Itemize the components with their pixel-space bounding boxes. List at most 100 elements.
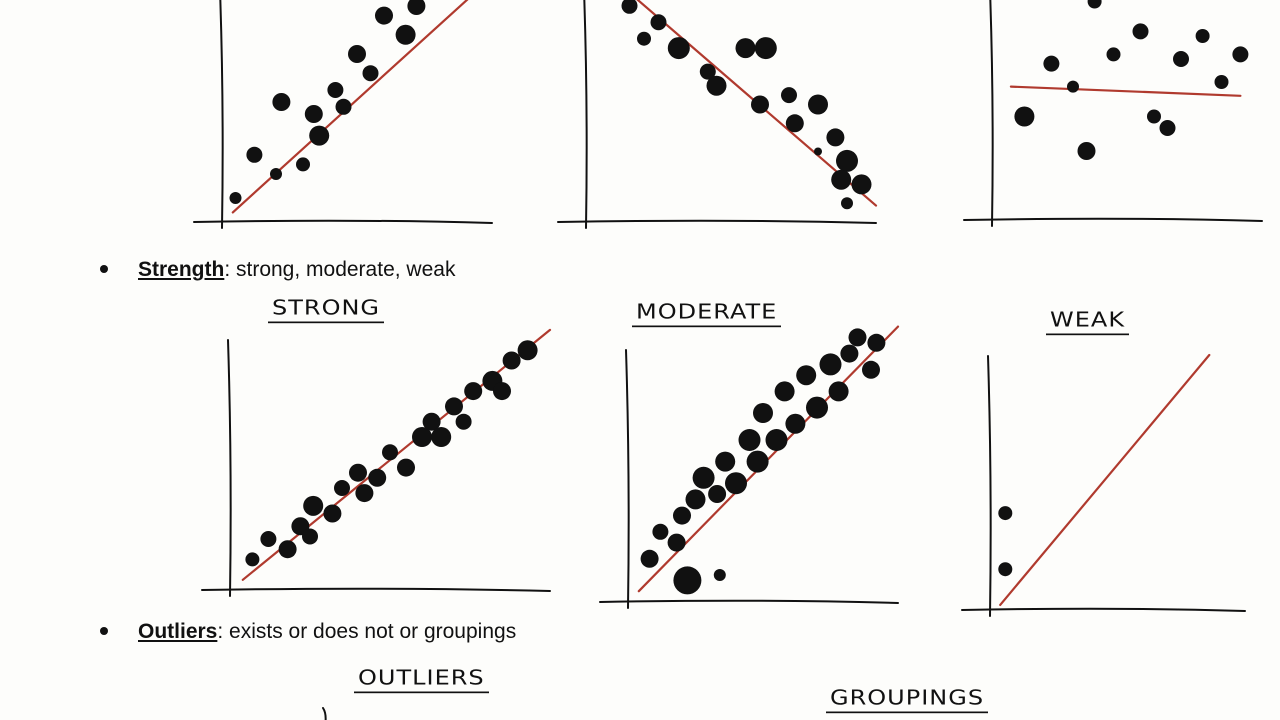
data-point [229, 192, 242, 204]
title-moderate: MODERATE [632, 300, 782, 328]
data-point [765, 429, 788, 451]
trend-line [1009, 85, 1242, 97]
title-groupings: GROUPINGS [826, 686, 989, 714]
data-point [774, 381, 795, 402]
data-point [327, 82, 344, 98]
data-point [840, 344, 859, 363]
data-point [455, 413, 472, 430]
data-point [808, 94, 828, 115]
data-point [355, 484, 374, 503]
data-point [735, 38, 756, 59]
data-point [831, 169, 852, 190]
y-axis-line [987, 355, 992, 617]
bullet-strength: Strength : strong, moderate, weak [100, 258, 455, 282]
data-point [412, 427, 432, 447]
data-point [785, 114, 804, 133]
data-point [1159, 120, 1176, 136]
data-point [1067, 80, 1079, 93]
data-point [422, 412, 441, 431]
data-point [637, 31, 651, 46]
data-point [781, 87, 797, 104]
data-point [1087, 0, 1102, 9]
data-point [246, 146, 263, 163]
data-point [445, 397, 463, 416]
x-axis-line [961, 607, 1246, 612]
title-strong: STRONG [268, 296, 385, 324]
x-axis-line [599, 599, 899, 604]
data-point [375, 6, 393, 25]
data-point [1195, 29, 1210, 43]
data-point [397, 458, 415, 477]
data-point [368, 468, 387, 487]
data-point [382, 444, 398, 461]
data-point [725, 472, 747, 495]
data-point [1132, 23, 1149, 40]
data-point [751, 95, 769, 114]
data-point [713, 569, 726, 581]
y-axis-line [625, 349, 630, 609]
data-point [517, 340, 538, 361]
data-point [667, 37, 690, 60]
data-point [796, 365, 817, 386]
data-point [334, 480, 350, 496]
data-point [502, 351, 521, 370]
data-point [1106, 47, 1121, 62]
bullet-dot-icon [100, 627, 108, 635]
y-axis-line [989, 0, 994, 227]
data-point [862, 360, 880, 379]
data-point [692, 466, 715, 489]
title-weak: WEAK [1046, 308, 1130, 336]
data-point [819, 353, 842, 376]
data-point [395, 24, 416, 45]
x-axis-line [201, 587, 551, 592]
data-point [836, 149, 858, 172]
data-point [309, 125, 330, 146]
x-axis-line [193, 219, 493, 224]
data-point [245, 552, 260, 567]
outliers-term: Outliers [138, 620, 218, 643]
data-point [650, 14, 667, 31]
data-point [998, 506, 1013, 521]
data-point [652, 523, 669, 540]
data-point [848, 328, 867, 347]
data-point [753, 403, 773, 423]
data-point [826, 128, 845, 147]
data-point [841, 197, 853, 210]
data-point [1232, 46, 1249, 63]
data-point [673, 566, 702, 595]
y-axis-line [227, 339, 232, 597]
x-axis-line [557, 219, 877, 224]
data-point [715, 451, 736, 472]
data-point [302, 528, 318, 545]
trend-line [636, 0, 878, 207]
data-point [706, 75, 727, 96]
y-axis-line [583, 0, 588, 229]
data-point [1214, 75, 1229, 89]
data-point [1014, 106, 1035, 127]
data-point [828, 381, 849, 402]
data-point [1077, 142, 1096, 160]
data-point [1043, 55, 1060, 72]
data-point [272, 93, 291, 111]
data-point [667, 533, 686, 552]
data-point [685, 489, 706, 510]
data-point [296, 157, 310, 172]
data-point [640, 549, 659, 568]
data-point [323, 504, 342, 523]
data-point [1147, 109, 1161, 124]
data-point [431, 427, 452, 447]
y-axis-line [219, 0, 224, 229]
data-point [303, 495, 324, 516]
data-point [464, 382, 483, 401]
data-point [998, 562, 1013, 577]
data-point [621, 0, 638, 14]
data-point [407, 0, 426, 15]
data-point [1173, 51, 1189, 67]
data-point [673, 506, 691, 525]
strength-description: : strong, moderate, weak [224, 258, 456, 281]
data-point [785, 413, 806, 434]
strength-term: Strength [138, 258, 225, 281]
bullet-outliers: Outliers : exists or does not or groupin… [100, 620, 516, 644]
data-point [806, 396, 828, 419]
trend-line [231, 0, 469, 214]
